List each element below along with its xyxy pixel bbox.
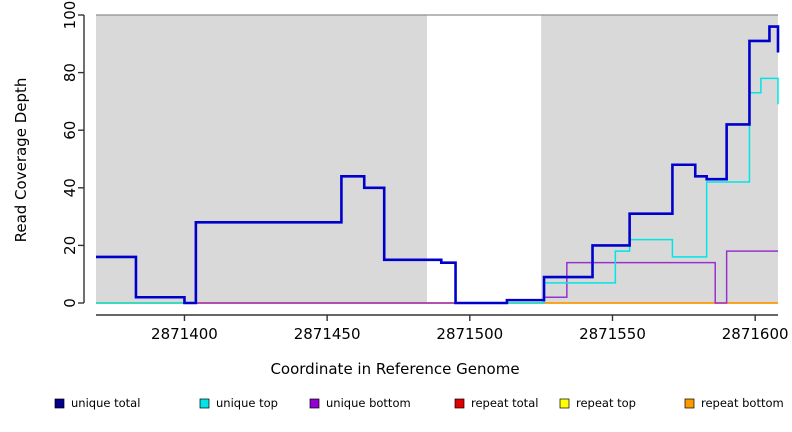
x-tick-label: 2871550 <box>579 325 646 343</box>
legend-swatch <box>454 398 465 409</box>
legend-swatch <box>309 398 320 409</box>
x-axis-ticks: 2871400 2871450 2871500 2871550 2871600 <box>151 315 789 343</box>
y-axis-ticks: 0 20 40 60 80 100 <box>61 1 84 308</box>
x-axis-title: Coordinate in Reference Genome <box>270 360 519 378</box>
y-tick-label: 20 <box>61 236 79 255</box>
legend: unique total unique top unique bottom repea… <box>54 396 784 410</box>
legend-swatch <box>199 398 210 409</box>
legend-label: unique top <box>216 396 278 410</box>
legend-label: repeat top <box>576 396 636 410</box>
y-tick-label: 40 <box>61 178 79 197</box>
x-tick-label: 2871450 <box>294 325 361 343</box>
x-tick-label: 2871500 <box>436 325 503 343</box>
axis-lines <box>83 15 778 316</box>
series-lines <box>96 25 780 305</box>
legend-swatch <box>54 398 65 409</box>
plot-shaded-region <box>96 15 428 303</box>
y-tick-label: 80 <box>61 63 79 82</box>
legend-label: unique bottom <box>326 396 411 410</box>
legend-swatch <box>684 398 695 409</box>
y-axis-title: Read Coverage Depth <box>12 78 30 243</box>
legend-label: repeat total <box>471 396 538 410</box>
plot-shaded-region <box>541 15 778 303</box>
series-line-unique-total <box>96 25 780 305</box>
x-tick-label: 2871600 <box>722 325 789 343</box>
y-tick-label: 0 <box>61 298 79 308</box>
legend-label: repeat bottom <box>701 396 784 410</box>
legend-swatch <box>559 398 570 409</box>
x-tick-label: 2871400 <box>151 325 218 343</box>
y-tick-label: 100 <box>61 1 79 30</box>
legend-label: unique total <box>71 396 140 410</box>
y-tick-label: 60 <box>61 121 79 140</box>
plot-panel-background <box>96 14 778 303</box>
